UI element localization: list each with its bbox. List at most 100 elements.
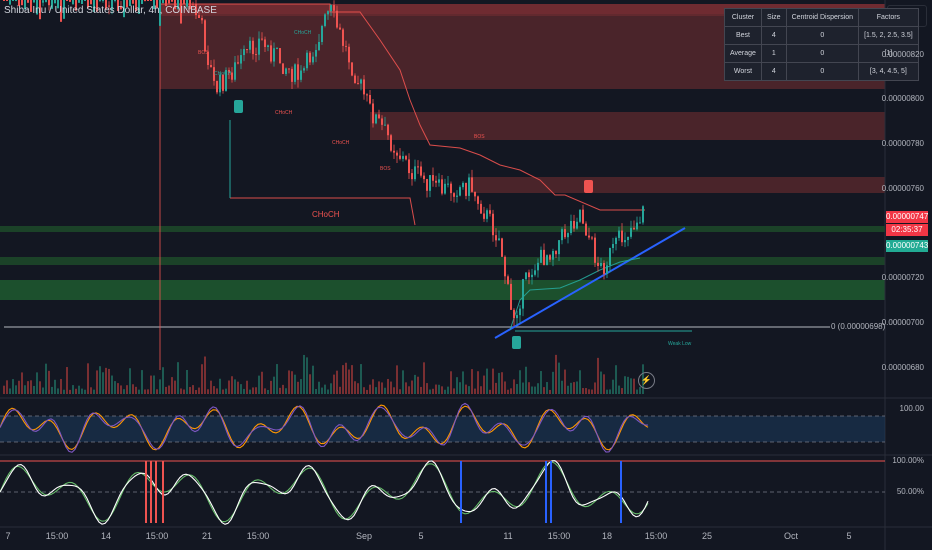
time-tick: Oct <box>783 531 799 541</box>
cluster-table: Cluster Size Centroid Dispersion Factors… <box>724 8 919 81</box>
weak-low-label: Weak Low <box>668 341 692 347</box>
table-header: Size <box>760 8 787 27</box>
candle-body <box>3 0 5 1</box>
candle-body <box>135 0 137 12</box>
candle-body <box>570 220 572 234</box>
volume-bar <box>48 370 50 394</box>
volume-bar <box>588 389 590 394</box>
buy-signal-icon <box>512 336 521 349</box>
candle-body <box>519 308 521 316</box>
table-cell: 4 <box>760 62 787 81</box>
candle-body <box>393 150 395 153</box>
volume-bar <box>570 382 572 394</box>
candle-body <box>93 0 95 13</box>
candle-body <box>615 237 617 245</box>
time-tick: 15:00 <box>246 531 270 541</box>
volume-bar <box>210 380 212 394</box>
buy-signal-icon <box>234 100 243 113</box>
candle-body <box>498 238 500 241</box>
volume-bar <box>267 389 269 394</box>
candle-body <box>66 0 68 1</box>
candle-body <box>435 180 437 183</box>
volume-bar <box>234 379 236 394</box>
volume-bar <box>207 389 209 394</box>
price-tick: 0.00000680 <box>881 363 924 372</box>
volume-bar <box>624 376 626 394</box>
time-tick: 21 <box>201 531 213 541</box>
volume-bar <box>171 377 173 394</box>
candle-body <box>213 67 215 81</box>
demand-zone <box>0 257 885 265</box>
candle-body <box>288 68 290 70</box>
choch-label: CHoCH <box>294 30 312 36</box>
candle-body <box>621 230 623 243</box>
candle-body <box>549 255 551 260</box>
volume-bar <box>483 375 485 394</box>
volume-bar <box>405 382 407 394</box>
candle-body <box>258 38 260 55</box>
candle-body <box>459 187 461 196</box>
candle-body <box>15 0 17 2</box>
candle-body <box>534 270 536 275</box>
volume-bar <box>276 364 278 394</box>
supply-zone <box>160 4 885 16</box>
volume-bar <box>96 370 98 394</box>
volume-bar <box>399 389 401 394</box>
volume-bar <box>66 367 68 394</box>
candle-body <box>624 240 626 243</box>
candle-body <box>204 20 206 52</box>
rsi-oscillator <box>0 460 649 525</box>
volume-bar <box>630 378 632 394</box>
volume-bar <box>393 387 395 394</box>
candle-body <box>471 177 473 192</box>
volume-bar <box>618 385 620 394</box>
volume-bar <box>516 384 518 394</box>
volume-bar <box>522 382 524 394</box>
candle-body <box>495 235 497 241</box>
candle-body <box>468 177 470 196</box>
volume-bar <box>39 381 41 394</box>
supply-zone <box>370 112 885 140</box>
candle-body <box>309 52 311 63</box>
volume-bar <box>345 362 347 394</box>
candle-body <box>600 262 602 266</box>
candle-body <box>279 48 281 64</box>
candle-body <box>618 230 620 238</box>
volume-bar <box>189 386 191 394</box>
lightning-icon[interactable]: ⚡ <box>638 372 655 389</box>
candle-body <box>351 62 353 76</box>
volume-bar <box>54 379 56 394</box>
volume-bar <box>255 387 257 394</box>
candle-body <box>231 72 233 80</box>
volume-bar <box>513 379 515 394</box>
volume-bar <box>3 385 5 394</box>
volume-bar <box>492 368 494 394</box>
candle-body <box>489 210 491 214</box>
candle-body <box>555 250 557 255</box>
volume-bar <box>426 383 428 394</box>
bos-label: BOS <box>380 166 391 172</box>
candle-body <box>360 79 362 84</box>
candle-body <box>402 156 404 159</box>
time-tick: 18 <box>601 531 613 541</box>
volume-bar <box>438 384 440 394</box>
candle-body <box>399 155 401 159</box>
candle-body <box>216 80 218 93</box>
candle-body <box>285 68 287 74</box>
candle-body <box>54 0 56 4</box>
table-cell: [1.5, 2, 2.5, 3.5] <box>858 26 919 45</box>
candle-body <box>363 79 365 95</box>
volume-bar <box>108 368 110 394</box>
table-header: Cluster <box>724 8 762 27</box>
signal-spike <box>620 461 622 523</box>
candle-body <box>603 262 605 274</box>
volume-bar <box>126 385 128 394</box>
candle-body <box>297 64 299 80</box>
time-tick: 5 <box>846 531 852 541</box>
candle-body <box>540 249 542 263</box>
volume-bar <box>15 385 17 394</box>
demand-zone <box>0 280 885 300</box>
volume-bar <box>252 387 254 394</box>
volume-bar <box>348 369 350 394</box>
